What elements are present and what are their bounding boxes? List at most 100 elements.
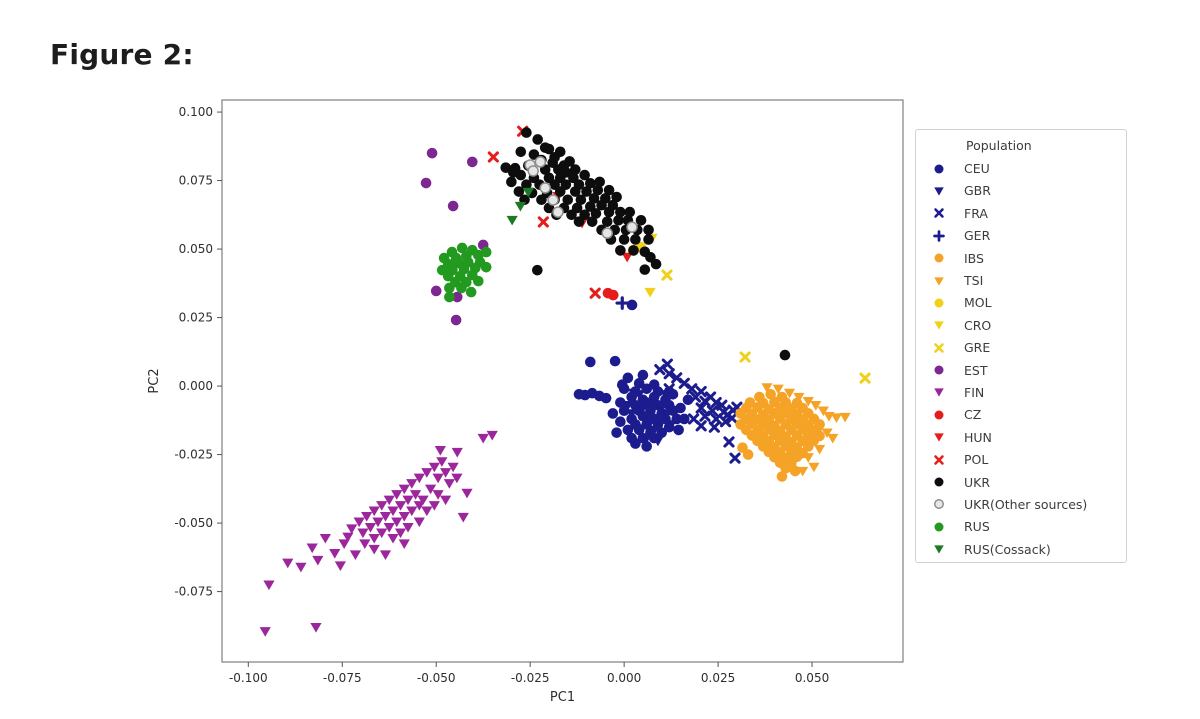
data-point [641,419,652,430]
legend-item-pol: POL [916,448,1126,470]
data-point [537,216,549,228]
data-point [656,427,668,438]
data-point [442,270,454,282]
legend-item-cro: CRO [916,314,1126,336]
data-point [359,539,371,550]
rus-cossack--triangle-down-icon [927,541,951,557]
data-point [644,401,657,411]
cro-triangle-down-icon [927,317,951,333]
data-point [810,401,822,411]
data-point [421,506,433,517]
data-point [622,401,634,411]
data-point [729,452,741,464]
data-point [626,409,638,419]
data-point [802,453,814,463]
y-tick-label: 0.075 [179,174,213,188]
data-point [420,177,432,189]
data-point [444,282,455,294]
data-point [682,394,694,406]
ceu-circle-icon [927,161,951,177]
data-point [440,495,452,506]
data-point [506,215,518,226]
data-point [480,261,492,273]
data-point [643,224,654,236]
y-tick-label: 0.025 [179,311,213,325]
data-point [661,269,673,281]
legend-item-hun: HUN [916,426,1126,448]
data-point [364,522,377,533]
legend-label-gre: GRE [964,340,991,356]
legend-label-fin: FIN [964,384,985,400]
rus-circle-icon [927,519,951,535]
data-point [589,287,601,299]
legend-item-cz: CZ [916,404,1126,426]
legend-label-hun: HUN [964,429,992,445]
data-point [436,457,448,467]
data-point [686,383,698,395]
data-point [456,282,467,294]
data-point [642,413,655,423]
series-est [420,147,489,326]
y-tick-label: 0.050 [179,242,213,256]
legend-item-ibs: IBS [916,247,1126,269]
data-point [312,555,324,566]
data-point [859,372,871,384]
data-point [934,298,944,308]
x-tick-label: 0.000 [607,671,641,685]
data-point [387,533,399,544]
data-point [376,528,388,539]
data-point [319,533,331,544]
fin-triangle-down-icon [927,384,951,400]
data-point [742,449,754,460]
data-point [607,289,619,301]
legend-item-ceu: CEU [916,157,1126,179]
data-point [648,391,660,403]
data-point [934,187,944,196]
data-point [594,176,606,188]
legend-label-gbr: GBR [964,183,991,199]
data-point [592,184,604,196]
legend-item-ukr: UKR [916,471,1126,493]
data-point [447,200,459,212]
data-point [934,388,944,398]
data-point [654,417,666,428]
data-point [817,406,829,417]
data-point [934,499,944,510]
data-point [579,169,590,181]
data-point [552,206,564,218]
data-point [413,517,425,528]
ukr-circle-icon [927,474,951,490]
data-point [457,512,469,523]
gre-x-icon [927,340,951,356]
data-point [329,549,341,559]
data-point [585,356,596,368]
data-point [643,234,654,245]
data-point [428,501,440,511]
data-point [513,186,525,197]
data-point [428,462,440,473]
data-point [534,156,547,168]
data-point [521,179,532,190]
data-point [621,252,633,263]
legend-item-rus-cossack-: RUS(Cossack) [916,538,1126,560]
data-point [398,539,410,550]
series-rus-cossack- [506,187,534,226]
data-point [547,194,559,206]
data-point [675,402,686,414]
data-point [934,522,944,532]
data-point [631,424,643,434]
data-point [543,143,555,155]
data-point [648,425,660,436]
legend-item-ukr-other-sources-: UKR(Other sources) [916,493,1126,515]
data-point [528,149,540,160]
legend-item-fin: FIN [916,381,1126,403]
data-point [391,490,403,500]
legend-label-est: EST [964,362,988,378]
legend-label-fra: FRA [964,205,988,221]
data-point [562,194,574,206]
data-point [739,351,751,363]
x-tick-label: 0.050 [795,671,829,685]
data-point [569,164,581,175]
data-point [776,471,788,482]
gbr-triangle-down-icon [927,183,951,199]
